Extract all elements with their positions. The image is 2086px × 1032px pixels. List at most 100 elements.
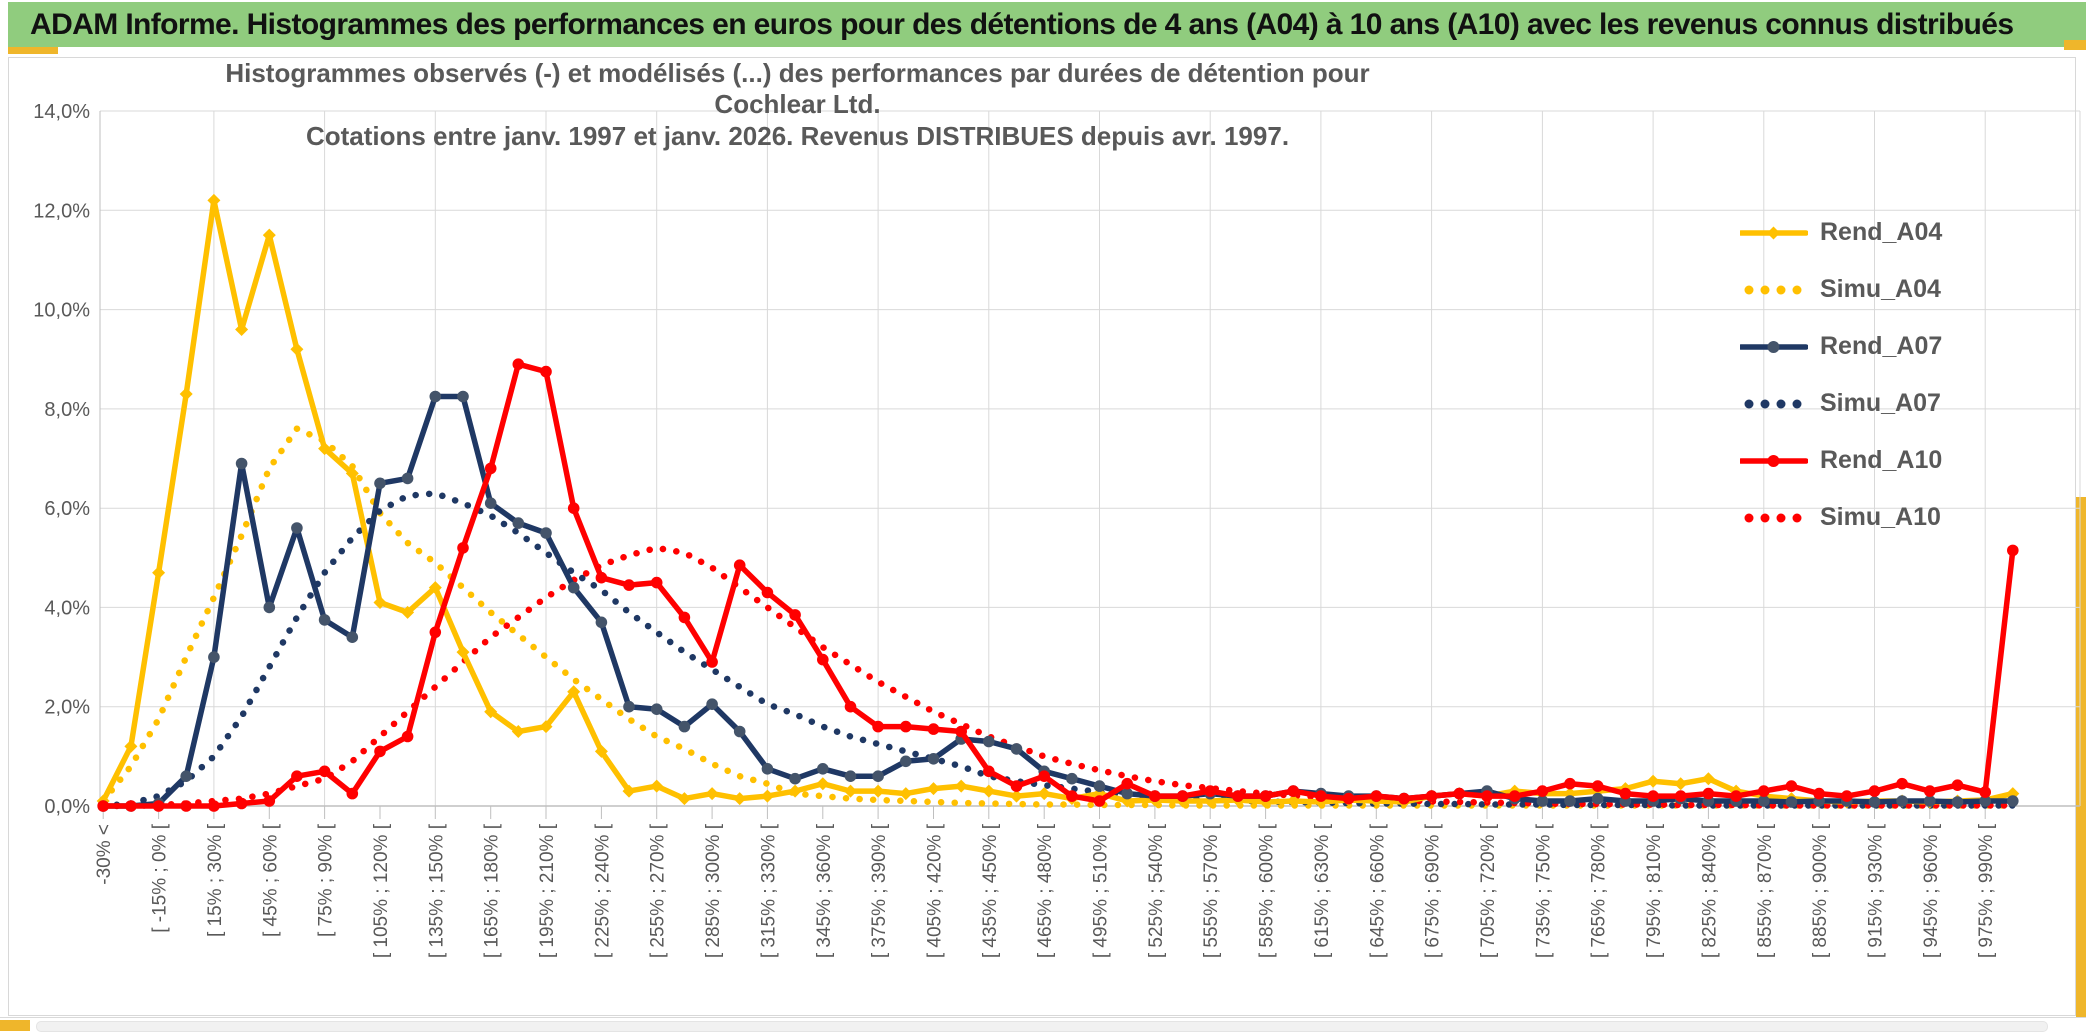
x-tick-label: -30% < (94, 824, 115, 885)
marker-Rend_A04 (844, 784, 857, 798)
x-tick-label: [ 315% ; 330% [ (758, 823, 779, 958)
marker-Rend_A10 (1149, 790, 1161, 802)
marker-Rend_A10 (761, 586, 774, 599)
marker-Rend_A04 (594, 744, 608, 758)
x-tick-label: [ 585% ; 600% [ (1257, 823, 1278, 958)
marker-Rend_A10 (1785, 780, 1798, 792)
marker-Rend_A04 (235, 323, 249, 336)
x-tick-label: [ 345% ; 360% [ (814, 823, 835, 958)
marker-Rend_A10 (208, 800, 220, 812)
x-tick-label: [ 915% ; 930% [ (1866, 823, 1887, 958)
x-tick-label: [ 105% ; 120% [ (371, 823, 392, 958)
marker-Rend_A07 (429, 390, 442, 403)
legend-item-rend-a04[interactable]: Rend_A04 (1740, 204, 2040, 261)
marker-Rend_A10 (844, 700, 857, 713)
marker-Rend_A10 (1010, 780, 1023, 792)
marker-Rend_A10 (1841, 790, 1853, 802)
marker-Rend_A10 (1619, 787, 1632, 800)
x-tick-label: [ 45% ; 60% [ (260, 823, 281, 937)
legend-item-simu-a07[interactable]: Simu_A07 (1740, 375, 2040, 432)
x-tick-label: [ 735% ; 750% [ (1533, 823, 1554, 958)
legend-swatch-simu-a07-icon (1744, 399, 1802, 408)
chart-title: Histogrammes observés (-) et modélisés (… (190, 58, 1405, 152)
marker-Rend_A07 (263, 601, 276, 614)
marker-Rend_A10 (927, 723, 940, 735)
marker-Rend_A04 (567, 685, 581, 699)
legend-item-simu-a10[interactable]: Simu_A10 (1740, 489, 2040, 546)
marker-Rend_A07 (678, 720, 691, 733)
marker-Rend_A10 (1481, 790, 1493, 802)
marker-Rend_A10 (595, 571, 608, 584)
marker-Rend_A07 (346, 631, 359, 643)
marker-Rend_A10 (1370, 790, 1383, 802)
x-tick-label: [ 375% ; 390% [ (869, 823, 890, 958)
marker-Rend_A10 (900, 720, 912, 733)
series-Rend_A04 (100, 197, 2016, 805)
marker-Rend_A04 (207, 193, 221, 207)
marker-Rend_A04 (428, 581, 442, 595)
marker-Rend_A07 (761, 763, 774, 775)
marker-Rend_A04 (899, 787, 913, 801)
x-tick-label: [ 75% ; 90% [ (316, 823, 337, 937)
marker-Rend_A04 (1701, 772, 1715, 786)
marker-Rend_A04 (760, 789, 774, 803)
marker-Rend_A04 (677, 792, 691, 806)
marker-Rend_A04 (484, 705, 498, 719)
marker-Rend_A07 (1093, 780, 1106, 792)
legend-item-rend-a10[interactable]: Rend_A10 (1740, 432, 2040, 489)
x-tick-label: [ 135% ; 150% [ (426, 823, 447, 958)
marker-Rend_A10 (1508, 790, 1521, 802)
marker-Rend_A04 (927, 782, 940, 796)
x-tick-label: [ 15% ; 30% [ (205, 823, 226, 937)
legend-item-rend-a07[interactable]: Rend_A07 (1740, 318, 2040, 375)
marker-Rend_A10 (97, 800, 109, 812)
marker-Rend_A04 (124, 739, 138, 753)
marker-Rend_A10 (512, 358, 525, 371)
right-edge-accent (2076, 497, 2086, 1019)
marker-Rend_A10 (1342, 792, 1355, 805)
marker-Rend_A10 (346, 787, 359, 800)
marker-Rend_A07 (872, 770, 884, 782)
marker-Rend_A04 (1286, 794, 1300, 808)
marker-Rend_A07 (706, 698, 718, 710)
marker-Rend_A10 (733, 559, 746, 571)
marker-Rend_A07 (512, 517, 525, 529)
chart-title-line1: Histogrammes observés (-) et modélisés (… (225, 58, 1370, 119)
marker-Rend_A10 (1758, 785, 1770, 797)
marker-Rend_A04 (816, 777, 830, 791)
marker-Rend_A07 (374, 477, 386, 490)
x-tick-label: [ 465% ; 480% [ (1035, 823, 1056, 958)
series-Simu_A04 (99, 425, 2017, 809)
marker-Rend_A04 (788, 784, 802, 798)
legend-swatch-simu-a10-icon (1744, 513, 1802, 522)
x-tick-label: [ 495% ; 510% [ (1091, 823, 1112, 958)
marker-Rend_A07 (540, 527, 552, 539)
marker-Rend_A07 (927, 753, 940, 765)
legend-item-simu-a04[interactable]: Simu_A04 (1740, 261, 2040, 318)
marker-Rend_A04 (179, 387, 193, 401)
marker-Rend_A07 (318, 614, 331, 626)
x-tick-label: [ 945% ; 960% [ (1921, 823, 1942, 958)
marker-Rend_A04 (1010, 789, 1023, 803)
marker-Rend_A10 (872, 720, 884, 733)
marker-Rend_A10 (2007, 544, 2019, 557)
marker-Rend_A07 (180, 770, 192, 782)
marker-Rend_A10 (235, 797, 248, 810)
horizontal-scrollbar[interactable] (36, 1021, 2048, 1032)
marker-Rend_A10 (1398, 792, 1410, 805)
x-tick-label: [ 405% ; 420% [ (925, 823, 946, 958)
x-tick-label: [ 615% ; 630% [ (1312, 823, 1333, 958)
y-tick-label: 8,0% (44, 399, 90, 421)
marker-Rend_A04 (290, 342, 304, 356)
marker-Rend_A10 (789, 609, 801, 621)
marker-Rend_A10 (1121, 777, 1133, 790)
marker-Rend_A07 (1121, 787, 1133, 800)
marker-Rend_A10 (374, 745, 386, 758)
marker-Rend_A10 (1093, 795, 1106, 807)
marker-Rend_A07 (401, 472, 414, 485)
legend-label: Rend_A04 (1820, 218, 1943, 246)
marker-Rend_A10 (1813, 787, 1825, 800)
marker-Rend_A10 (955, 725, 967, 738)
marker-Rend_A07 (2007, 795, 2019, 807)
